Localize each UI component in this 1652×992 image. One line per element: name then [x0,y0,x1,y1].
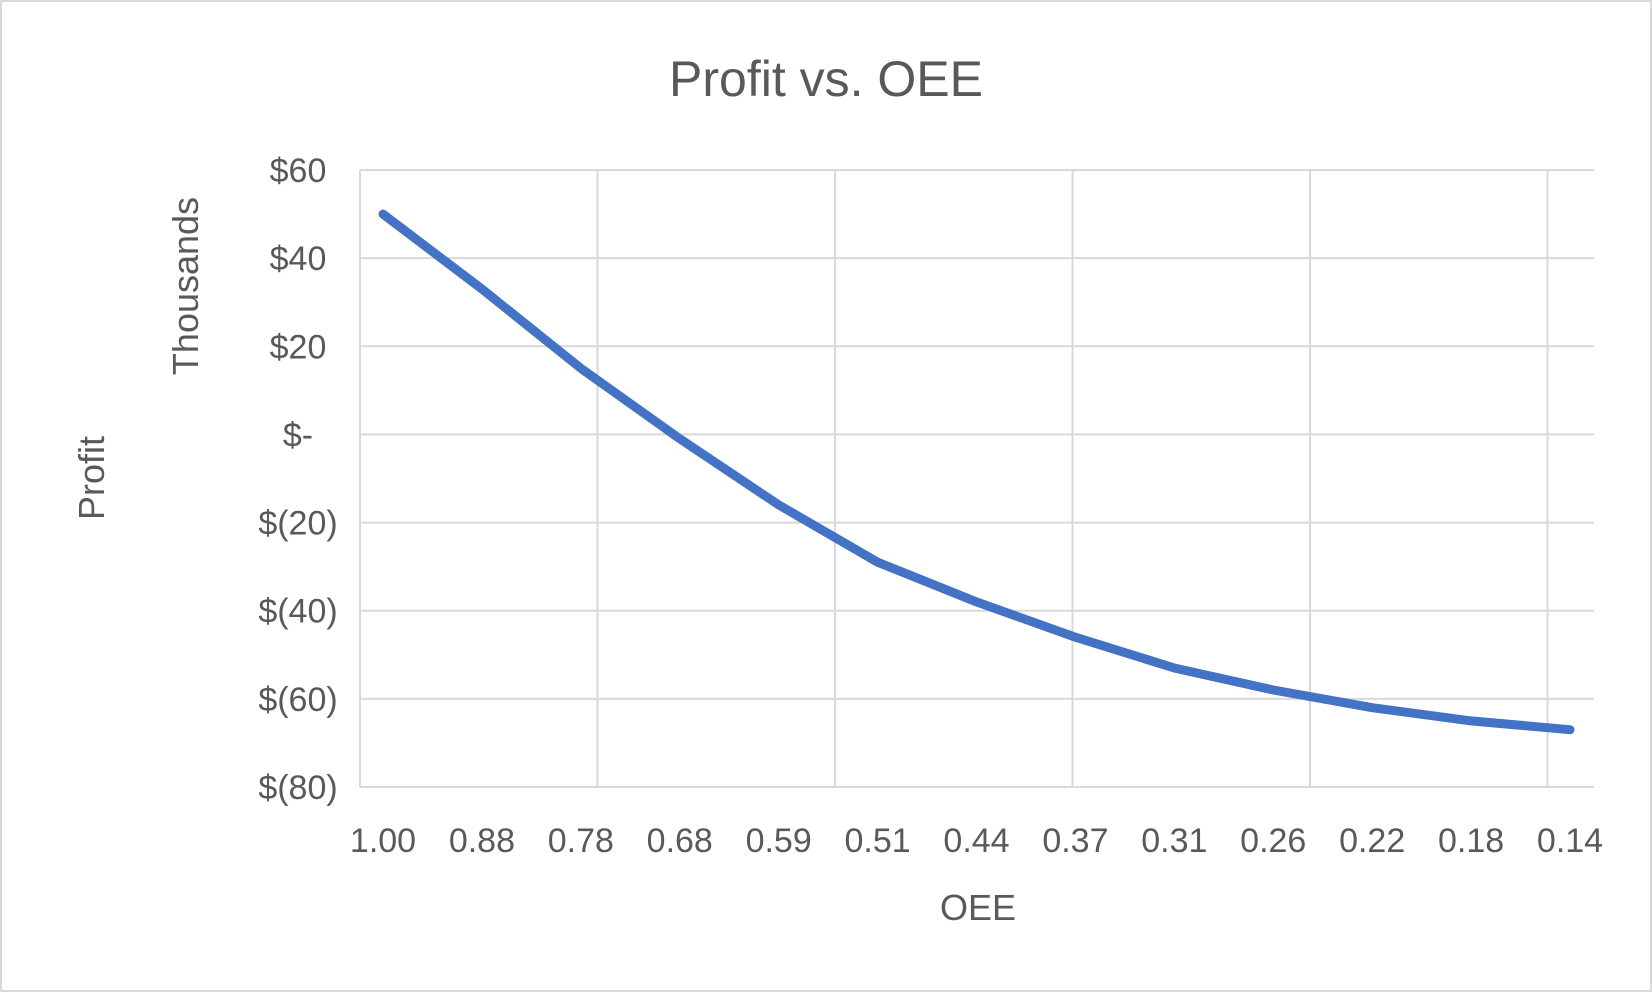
x-tick-label: 0.18 [1438,822,1504,860]
y-tick-label: $(80) [258,769,337,807]
x-tick-label: 0.88 [449,822,515,860]
series-line-0 [378,209,1575,735]
x-tick-label: 0.59 [746,822,812,860]
y-tick-label: $20 [270,328,327,366]
y-tick-label: $(60) [258,681,337,719]
x-tick-label: 0.68 [647,822,713,860]
chart-title: Profit vs. OEE [669,51,983,107]
y-tick-label: $- [283,416,313,454]
y-tick-label: $(40) [258,593,337,631]
y-tick-label: $60 [270,152,327,190]
x-tick-label: 0.78 [548,822,614,860]
x-tick-label: 1.00 [350,822,416,860]
y-tick-label: $40 [270,240,327,278]
y-axis-units-label: Thousands [165,197,206,375]
x-axis-title: OEE [940,887,1016,928]
x-tick-label: 0.44 [943,822,1009,860]
y-tick-label: $(20) [258,505,337,543]
x-tick-label: 0.37 [1042,822,1108,860]
y-axis-title: Profit [71,436,112,520]
grid-layer [359,169,1594,788]
x-tick-label: 0.22 [1339,822,1405,860]
series-layer [378,209,1575,735]
x-tick-label: 0.26 [1240,822,1306,860]
x-tick-label: 0.51 [844,822,910,860]
x-tick-labels: 1.00 0.88 0.78 0.68 0.59 0.51 0.44 0.37 0.31 0.26… [350,822,1603,860]
x-tick-label: 0.14 [1537,822,1603,860]
y-tick-labels: $60 $40 $20 $- $(20) $(40) $(60) $(80) [258,152,337,807]
x-tick-label: 0.31 [1141,822,1207,860]
